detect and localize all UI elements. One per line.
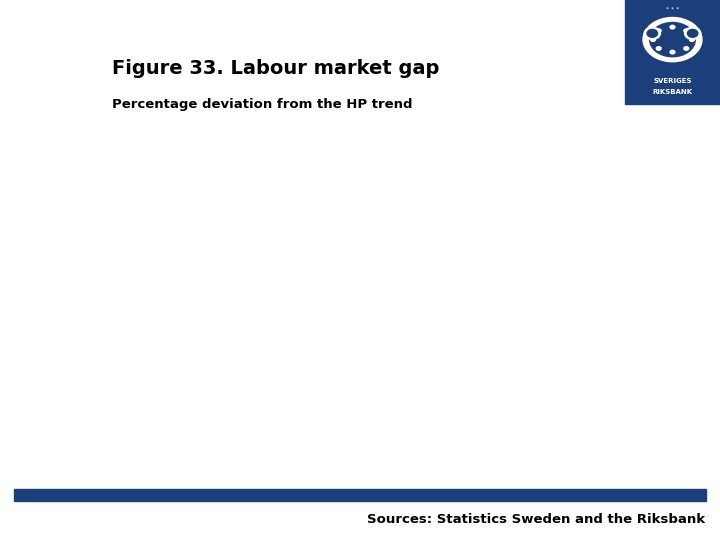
Text: * * *: * * * [666,7,679,12]
Bar [625,0,720,104]
Circle shape [647,29,657,37]
Circle shape [684,46,688,50]
Circle shape [688,29,698,37]
Circle shape [643,17,702,62]
Text: Percentage deviation from the HP trend: Percentage deviation from the HP trend [112,98,412,111]
Circle shape [670,25,675,29]
Circle shape [644,28,660,39]
Circle shape [670,50,675,54]
Circle shape [657,46,661,50]
Circle shape [649,23,696,57]
Circle shape [657,29,661,32]
Text: Sources: Statistics Sweden and the Riksbank: Sources: Statistics Sweden and the Riksb… [367,513,706,526]
Text: Figure 33. Labour market gap: Figure 33. Labour market gap [112,59,439,78]
Text: SVERIGES: SVERIGES [653,78,692,84]
Circle shape [690,38,694,42]
Circle shape [684,29,688,32]
Circle shape [651,38,655,42]
Circle shape [685,28,701,39]
Text: RIKSBANK: RIKSBANK [652,89,693,94]
Bar [14,489,706,501]
